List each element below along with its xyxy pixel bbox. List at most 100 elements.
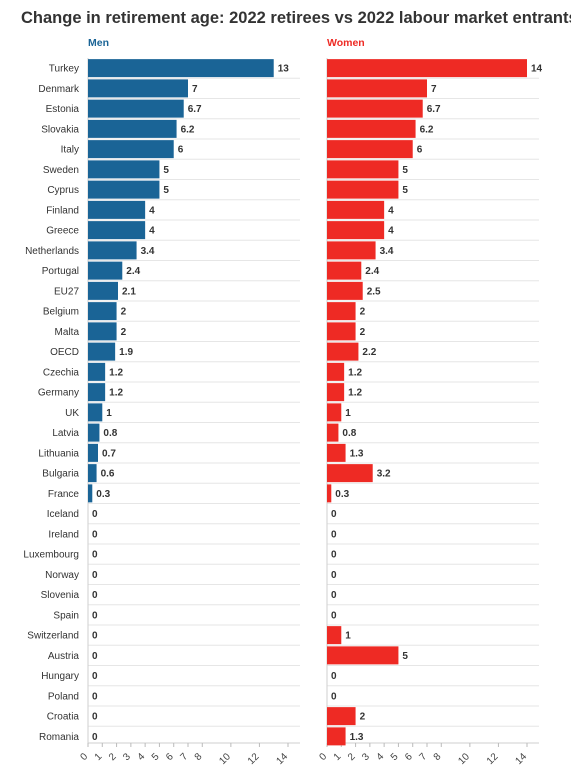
bar-men xyxy=(88,261,123,280)
x-tick-label: 6 xyxy=(164,751,176,763)
x-tick-label: 1 xyxy=(93,751,105,763)
category-label: UK xyxy=(65,408,79,419)
bar-men xyxy=(88,362,106,381)
x-tick-label: 7 xyxy=(417,751,429,763)
data-label: 0 xyxy=(331,610,337,621)
bar-women xyxy=(327,79,427,98)
bar-women xyxy=(327,140,413,159)
data-label: 0 xyxy=(92,651,98,662)
bar-men xyxy=(88,302,117,321)
data-label: 0 xyxy=(331,509,337,520)
data-label: 0 xyxy=(331,590,337,601)
category-label: Croatia xyxy=(47,712,80,723)
bar-men xyxy=(88,79,188,98)
bar-women xyxy=(327,221,385,240)
category-label: Norway xyxy=(45,570,79,581)
data-label: 6.7 xyxy=(427,104,441,115)
bar-men xyxy=(88,403,103,422)
bar-women xyxy=(327,342,359,361)
x-tick-label: 2 xyxy=(107,751,119,763)
bar-women xyxy=(327,59,527,78)
data-label: 0.7 xyxy=(102,448,116,459)
bar-men xyxy=(88,119,177,138)
data-label: 1.2 xyxy=(348,367,362,378)
bar-men xyxy=(88,342,116,361)
bar-men xyxy=(88,59,274,78)
x-tick-label: 7 xyxy=(178,751,190,763)
x-tick-label: 14 xyxy=(274,751,290,767)
data-label: 7 xyxy=(192,84,198,95)
bar-men xyxy=(88,241,137,260)
data-label: 0 xyxy=(331,550,337,561)
data-label: 6.7 xyxy=(188,104,202,115)
category-label: Denmark xyxy=(38,84,80,95)
data-label: 1 xyxy=(106,408,112,419)
bar-men xyxy=(88,423,100,442)
data-label: 0 xyxy=(92,610,98,621)
x-tick-label: 4 xyxy=(136,751,148,763)
data-label: 2.1 xyxy=(122,286,136,297)
data-label: 2 xyxy=(121,327,127,338)
bar-men xyxy=(88,484,93,503)
data-label: 2.4 xyxy=(126,266,140,277)
data-label: 4 xyxy=(388,226,394,237)
data-label: 1.9 xyxy=(119,347,133,358)
x-tick-label: 8 xyxy=(193,751,205,763)
data-label: 3.4 xyxy=(141,246,155,257)
bar-men xyxy=(88,160,160,179)
x-tick-label: 10 xyxy=(217,751,233,767)
category-label: Switzerland xyxy=(27,631,79,642)
category-label: Portugal xyxy=(42,266,79,277)
x-tick-label: 0 xyxy=(78,751,90,763)
x-tick-label: 5 xyxy=(389,751,401,763)
data-label: 7 xyxy=(431,84,437,95)
category-label: Netherlands xyxy=(25,246,79,257)
data-label: 0.3 xyxy=(335,489,349,500)
data-label: 0 xyxy=(331,570,337,581)
bar-women xyxy=(327,241,376,260)
category-label: Finland xyxy=(46,205,79,216)
bar-women xyxy=(327,464,373,483)
data-label: 0 xyxy=(92,590,98,601)
data-label: 2 xyxy=(360,327,366,338)
data-label: 0.6 xyxy=(101,469,115,480)
data-label: 5 xyxy=(402,165,408,176)
data-label: 3.4 xyxy=(380,246,394,257)
category-label: Czechia xyxy=(43,367,80,378)
data-label: 0 xyxy=(92,691,98,702)
data-label: 6 xyxy=(178,145,184,156)
data-label: 1 xyxy=(345,408,351,419)
category-label: Slovenia xyxy=(41,590,80,601)
data-label: 0 xyxy=(331,671,337,682)
category-label: Estonia xyxy=(46,104,80,115)
category-label: Bulgaria xyxy=(42,469,79,480)
data-label: 5 xyxy=(402,185,408,196)
x-tick-label: 8 xyxy=(432,751,444,763)
data-label: 5 xyxy=(163,165,169,176)
bar-women xyxy=(327,281,363,300)
category-label: Poland xyxy=(48,691,79,702)
data-label: 0 xyxy=(92,631,98,642)
data-label: 2 xyxy=(360,307,366,318)
data-label: 5 xyxy=(402,651,408,662)
x-tick-label: 14 xyxy=(513,751,529,767)
x-tick-label: 12 xyxy=(246,751,262,767)
data-label: 4 xyxy=(388,205,394,216)
data-label: 0 xyxy=(92,712,98,723)
bar-women xyxy=(327,727,346,746)
category-label: Iceland xyxy=(47,509,79,520)
x-tick-label: 6 xyxy=(403,751,415,763)
bar-women xyxy=(327,626,342,645)
chart-title: Change in retirement age: 2022 retirees … xyxy=(21,9,571,27)
x-tick-label: 5 xyxy=(150,751,162,763)
category-label: Italy xyxy=(61,145,79,156)
x-tick-label: 3 xyxy=(121,751,133,763)
data-label: 2.4 xyxy=(365,266,379,277)
category-label: Romania xyxy=(39,732,79,743)
bar-women xyxy=(327,383,345,402)
bar-women xyxy=(327,302,356,321)
bar-women xyxy=(327,180,399,199)
bar-women xyxy=(327,403,342,422)
bar-women xyxy=(327,484,332,503)
